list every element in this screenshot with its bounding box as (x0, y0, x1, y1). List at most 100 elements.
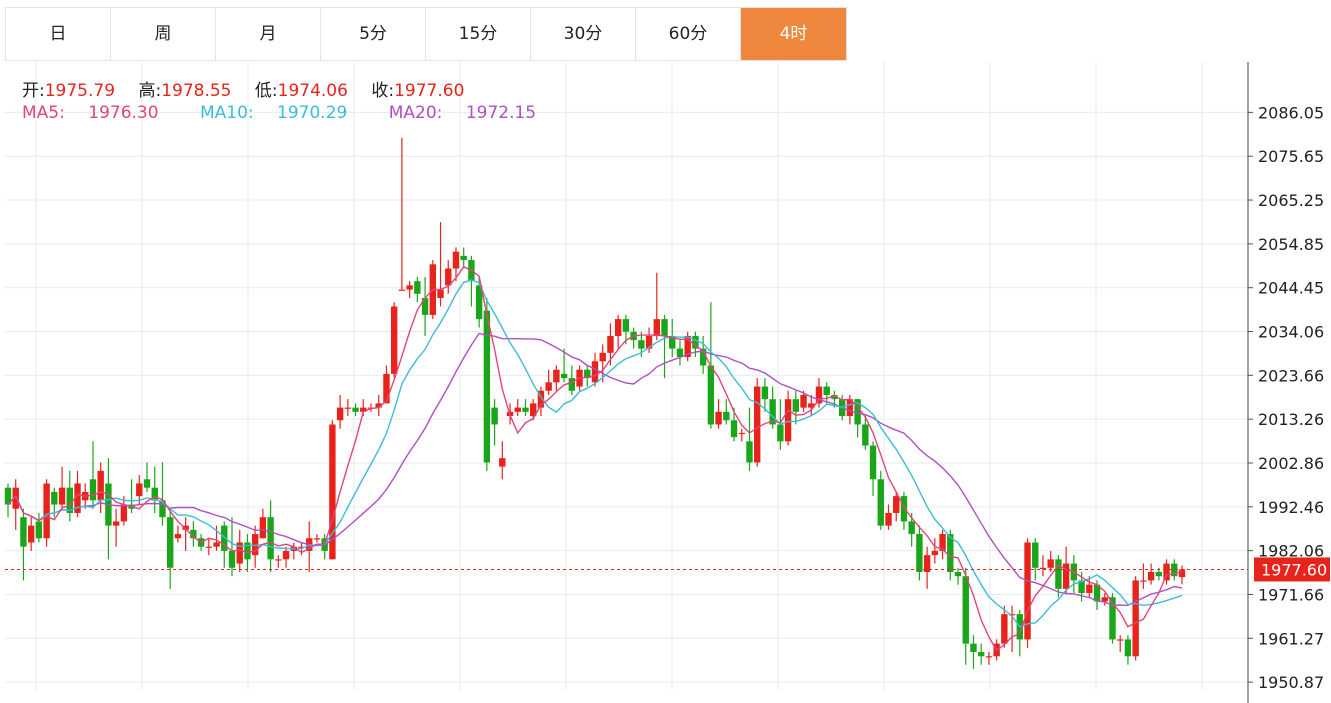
candle-body (445, 268, 452, 286)
y-tick-label: 2054.85 (1258, 235, 1324, 254)
candle-body (329, 424, 336, 560)
candle-body (1078, 580, 1085, 594)
candle-body (831, 394, 838, 400)
candle-body (136, 483, 143, 497)
candle-body (545, 382, 552, 391)
candle-body (282, 550, 290, 560)
last-price-label: 1977.60 (1261, 560, 1327, 579)
candle-body (4, 487, 12, 505)
candle-body (1171, 563, 1178, 577)
low-value: 1974.06 (277, 81, 348, 101)
ma20-value: 1972.15 (465, 103, 537, 123)
candle-body (869, 445, 877, 480)
candle-body (58, 487, 66, 505)
candle-body (761, 386, 769, 400)
candle-body (406, 285, 413, 290)
candle-body (893, 496, 900, 513)
open-label: 开: (22, 81, 45, 101)
candle-body (947, 534, 954, 572)
open-value: 1975.79 (44, 81, 116, 101)
candle-body (267, 517, 274, 560)
tab-3[interactable]: 5分 (321, 8, 426, 60)
candle-body (452, 251, 460, 269)
tab-5[interactable]: 30分 (531, 8, 636, 60)
candle-body (213, 542, 220, 547)
tab-6[interactable]: 60分 (636, 8, 741, 60)
candle-body (916, 534, 923, 572)
y-tick-label: 1950.87 (1258, 673, 1324, 692)
candle-body (614, 319, 622, 336)
candle-body (599, 352, 606, 362)
candle-body (900, 496, 908, 522)
close-value: 1977.60 (394, 81, 465, 101)
candle-body (939, 534, 946, 551)
ma10-value: 1970.29 (277, 103, 348, 123)
candle-body (977, 652, 985, 657)
ma20-line (7, 332, 1183, 607)
candle-body (792, 399, 800, 412)
ma20-label: MA20: (388, 103, 443, 123)
y-tick-label: 2002.86 (1258, 454, 1324, 473)
y-tick-label: 2044.45 (1258, 279, 1324, 298)
candle-body (584, 369, 591, 379)
candle-body (1147, 571, 1155, 581)
tab-0[interactable]: 日 (6, 8, 111, 60)
candle-body (313, 538, 321, 540)
candle-body (151, 487, 158, 501)
high-value: 1978.55 (161, 81, 232, 101)
candle-body (514, 407, 521, 412)
candle-body (51, 491, 58, 505)
candle-body (298, 546, 305, 548)
candle-body (1062, 563, 1070, 589)
candle-body (923, 555, 931, 572)
tab-1[interactable]: 周 (111, 8, 216, 60)
tab-2[interactable]: 月 (216, 8, 321, 60)
ma5-line (7, 265, 1183, 652)
candle-body (221, 525, 228, 551)
candle-body (259, 517, 267, 539)
candle-body (398, 289, 406, 291)
tab-7[interactable]: 4时 (741, 8, 846, 60)
candle-body (537, 390, 545, 408)
candle-body (1024, 542, 1031, 640)
candle-body (205, 546, 213, 548)
y-tick-label: 2023.66 (1258, 366, 1324, 385)
candle-body (360, 407, 367, 412)
y-tick-label: 2065.25 (1258, 191, 1324, 210)
tab-4[interactable]: 15分 (426, 8, 531, 60)
timeframe-tabs: 日周月 5分 15分 30分 60分 4时 (5, 7, 847, 61)
candle-body (823, 386, 830, 395)
candle-body (808, 403, 815, 408)
candle-body (746, 441, 753, 463)
ma5-value: 1976.30 (88, 103, 159, 123)
candle-body (228, 550, 236, 568)
candle-body (390, 306, 398, 374)
y-tick-label: 2086.05 (1258, 103, 1324, 122)
candle-body (885, 512, 892, 526)
candle-body (43, 483, 50, 539)
candle-body (622, 319, 630, 332)
candle-body (699, 348, 707, 366)
candle-body (383, 373, 390, 404)
candle-body (20, 517, 27, 547)
candle-body (275, 559, 282, 561)
candle-body (1101, 597, 1108, 602)
candle-body (236, 542, 243, 564)
candle-body (89, 479, 97, 501)
candle-body (877, 479, 884, 526)
candle-body (1047, 559, 1054, 568)
ma10-label: MA10: (199, 103, 254, 123)
ma10-legend: MA10: 1970.29 (200, 103, 365, 123)
candle-body (159, 500, 166, 518)
candle-body (738, 432, 745, 435)
candle-body (1039, 567, 1047, 569)
candle-body (244, 542, 251, 560)
candle-body (846, 399, 854, 417)
candle-body (437, 289, 444, 299)
candle-body (414, 281, 421, 294)
candle-body (499, 458, 506, 467)
candle-body (336, 407, 344, 421)
candle-body (251, 534, 259, 556)
y-tick-label: 1971.66 (1258, 585, 1324, 604)
